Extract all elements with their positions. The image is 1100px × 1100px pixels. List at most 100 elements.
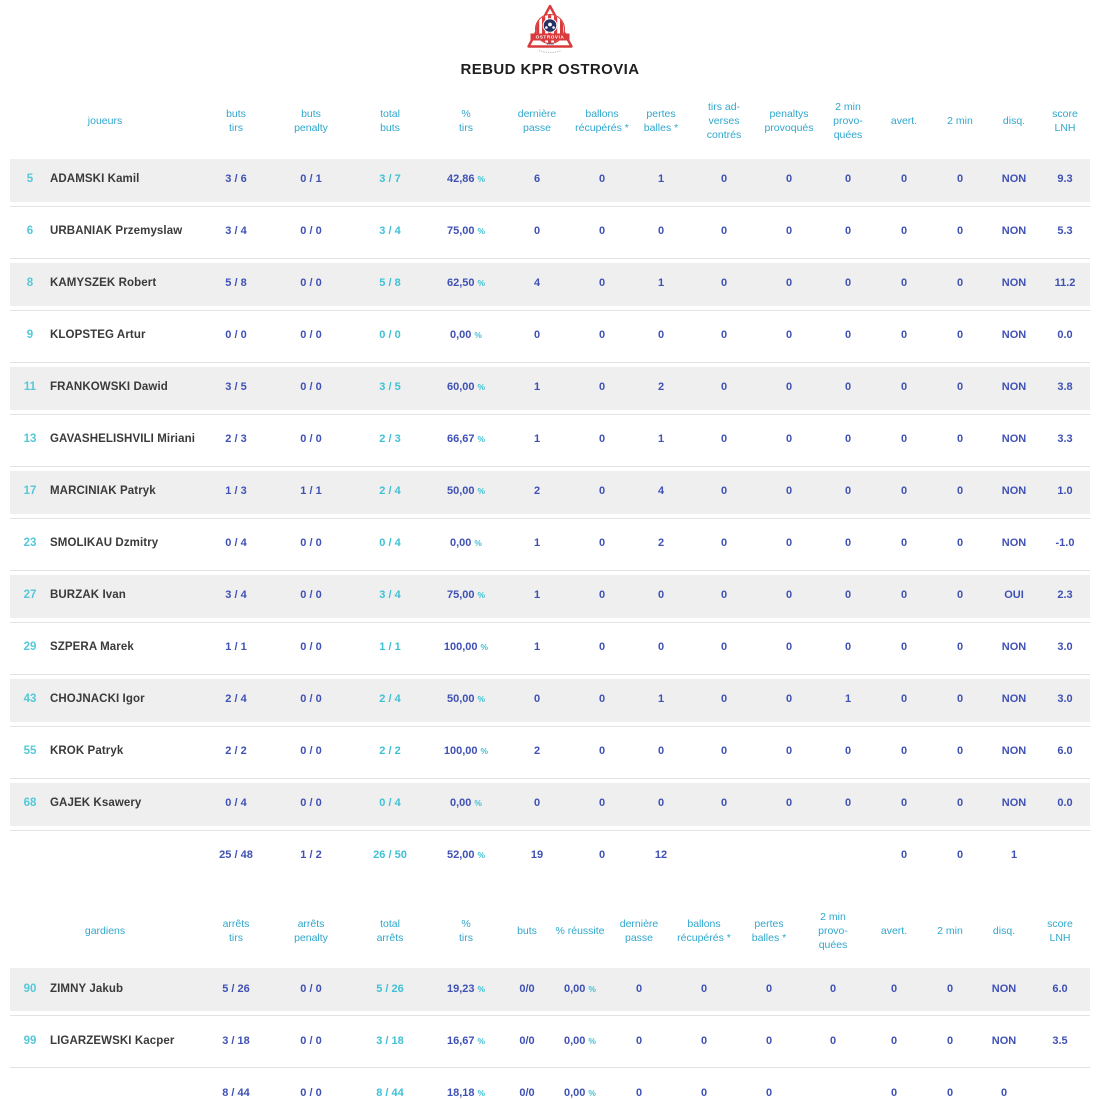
col-header-avert-gk: avert.: [880, 924, 908, 937]
cell-total-buts: 2 / 3: [379, 433, 401, 446]
goalkeeper-number: 90: [23, 982, 37, 995]
cell-2min: 0: [956, 849, 964, 862]
player-number: 6: [26, 225, 34, 238]
cell-pertes-balles: 1: [657, 693, 665, 706]
team-name: REBUD KPR OSTROVIA: [460, 61, 640, 78]
page-header: OSTROVIA 1945 REBUD KPR OSTROVIA: [10, 0, 1090, 84]
cell-2min-provoquees: 0: [844, 797, 852, 810]
cell-disq: OUI: [1004, 589, 1024, 602]
cell-derniere-passe: 0: [533, 225, 541, 238]
player-number: 29: [23, 641, 37, 654]
cell-score-lnh: 0.0: [1057, 797, 1073, 810]
player-name: KROK Patryk: [50, 745, 124, 758]
col-header-ballons-recuperes: ballons récupérés *: [575, 108, 629, 135]
player-number: 9: [26, 329, 34, 342]
cell-2min: 0: [956, 173, 964, 186]
col-header-score-lnh-gk: score LNH: [1047, 917, 1073, 944]
cell-pct-tirs: 75,00%: [446, 589, 486, 602]
cell-pertes-balles: 0: [657, 589, 665, 602]
cell-derniere-passe: 0: [533, 329, 541, 342]
cell-derniere-passe: 6: [533, 173, 541, 186]
cell-2min: 0: [956, 329, 964, 342]
cell-pct-tirs: 66,67%: [446, 433, 486, 446]
cell-penaltys-provoques: 0: [785, 641, 793, 654]
player-name: GAVASHELISHVILI Miriani: [50, 433, 195, 446]
cell-disq: NON: [1001, 797, 1027, 810]
cell-pct-reussite: 0,00%: [564, 982, 596, 995]
goalkeeper-row: 90 ZIMNY Jakub 5 / 26 0 / 0 5 / 26 19,23…: [10, 964, 1090, 1015]
cell-ballons-recuperes: 0: [700, 1034, 708, 1047]
cell-disq: NON: [1001, 745, 1027, 758]
cell-tirs-adverses: 0: [720, 641, 728, 654]
player-row: 9 KLOPSTEG Artur 0 / 0 0 / 0 0 / 0 0,00%…: [10, 309, 1090, 362]
cell-pct-tirs: 50,00%: [446, 485, 486, 498]
cell-ballons-recuperes: 0: [598, 225, 606, 238]
player-row: 8 KAMYSZEK Robert 5 / 8 0 / 0 5 / 8 62,5…: [10, 257, 1090, 310]
cell-buts-tirs: 1 / 3: [225, 485, 247, 498]
player-number: 17: [23, 485, 37, 498]
col-header-2min-provoquees-gk: 2 min provo- quées: [818, 910, 848, 951]
totals-row: 8 / 44 0 / 0 8 / 44 18,18% 0/0 0,00% 0 0…: [10, 1067, 1090, 1100]
cell-buts-penalty: 1 / 1: [300, 485, 322, 498]
cell-ballons-recuperes: 0: [598, 485, 606, 498]
cell-buts-penalty: 0 / 0: [300, 745, 322, 758]
cell-buts: 0/0: [519, 1086, 535, 1099]
cell-tirs-adverses: 0: [720, 589, 728, 602]
cell-arrets-tirs: 3 / 18: [222, 1034, 250, 1047]
cell-total-arrets: 5 / 26: [376, 982, 404, 995]
cell-buts-tirs: 0 / 0: [225, 329, 247, 342]
cell-score-lnh: 0.0: [1057, 329, 1073, 342]
player-row: 23 SMOLIKAU Dzmitry 0 / 4 0 / 0 0 / 4 0,…: [10, 517, 1090, 570]
col-header-pertes-balles: pertes balles *: [643, 108, 679, 135]
goalkeepers-table-header: gardiens arrêts tirs arrêts penalty tota…: [10, 896, 1090, 965]
cell-2min-provoquees: 1: [844, 693, 852, 706]
cell-score-lnh: -1.0: [1055, 537, 1075, 550]
cell-pct-tirs: 50,00%: [446, 693, 486, 706]
cell-derniere-passe: 1: [533, 641, 541, 654]
players-table: joueurs buts tirs buts penalty total but…: [10, 84, 1090, 882]
cell-avert: 0: [900, 329, 908, 342]
cell-ballons-recuperes: 0: [598, 537, 606, 550]
cell-2min-provoquees: 0: [844, 641, 852, 654]
cell-buts-tirs: 0 / 4: [225, 537, 247, 550]
cell-penaltys-provoques: 0: [785, 693, 793, 706]
col-header-disq-gk: disq.: [992, 924, 1016, 937]
player-name: BURZAK Ivan: [50, 589, 126, 602]
cell-2min-provoquees: 0: [829, 1034, 837, 1047]
cell-pertes-balles: 0: [765, 1034, 773, 1047]
cell-buts-penalty: 1 / 2: [300, 849, 322, 862]
col-header-derniere-passe-gk: dernière passe: [619, 917, 659, 944]
cell-derniere-passe: 19: [530, 849, 544, 862]
player-row: 5 ADAMSKI Kamil 3 / 6 0 / 1 3 / 7 42,86%…: [10, 155, 1090, 206]
cell-arrets-penalty: 0 / 0: [300, 1034, 322, 1047]
player-row: 17 MARCINIAK Patryk 1 / 3 1 / 1 2 / 4 50…: [10, 465, 1090, 518]
cell-tirs-adverses: 0: [720, 277, 728, 290]
col-header-tirs-adverses-contres: tirs ad- verses contrés: [706, 101, 742, 142]
cell-avert: 0: [890, 1034, 898, 1047]
cell-disq: NON: [1001, 277, 1027, 290]
cell-buts-tirs: 1 / 1: [225, 641, 247, 654]
col-header-total-buts: total buts: [380, 108, 400, 135]
cell-avert: 0: [900, 745, 908, 758]
cell-ballons-recuperes: 0: [598, 433, 606, 446]
cell-pct-tirs: 0,00%: [450, 797, 482, 810]
cell-derniere-passe: 1: [533, 537, 541, 550]
cell-pertes-balles: 0: [657, 225, 665, 238]
cell-pertes-balles: 2: [657, 537, 665, 550]
players-table-body: 5 ADAMSKI Kamil 3 / 6 0 / 1 3 / 7 42,86%…: [10, 155, 1090, 882]
cell-ballons-recuperes: 0: [598, 797, 606, 810]
player-number: 23: [23, 537, 37, 550]
player-row: 6 URBANIAK Przemyslaw 3 / 4 0 / 0 3 / 4 …: [10, 205, 1090, 258]
cell-score-lnh: 3.5: [1052, 1034, 1068, 1047]
cell-derniere-passe: 2: [533, 485, 541, 498]
cell-2min-provoquees: 0: [844, 589, 852, 602]
cell-arrets-tirs: 5 / 26: [222, 982, 250, 995]
col-header-disq: disq.: [1002, 115, 1026, 128]
col-header-pct-reussite: % réussite: [555, 924, 605, 937]
cell-pct-tirs: 0,00%: [450, 329, 482, 342]
player-number: 5: [26, 173, 34, 186]
cell-penaltys-provoques: 0: [785, 537, 793, 550]
cell-avert: 0: [900, 433, 908, 446]
cell-arrets-penalty: 0 / 0: [300, 982, 322, 995]
cell-penaltys-provoques: 0: [785, 485, 793, 498]
